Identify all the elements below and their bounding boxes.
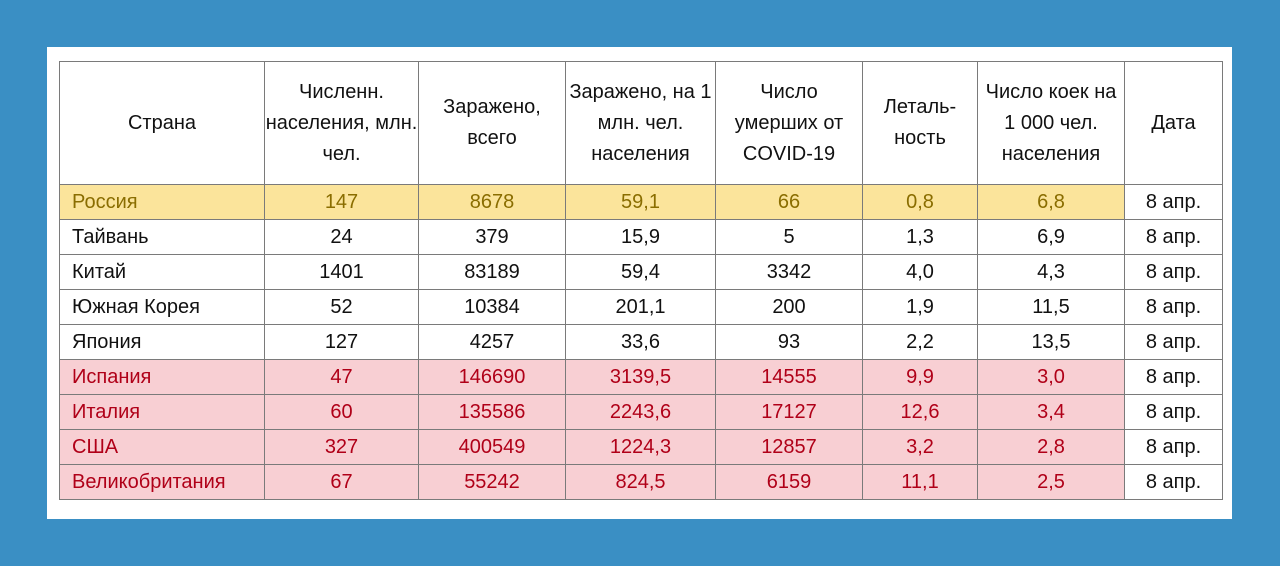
cell-date: 8 апр. (1124, 324, 1223, 360)
cell-lethality: 3,2 (862, 429, 978, 465)
cell-population: 1401 (264, 254, 419, 290)
cell-lethality: 1,9 (862, 289, 978, 325)
table-row: Япония 127 4257 33,6 93 2,2 13,5 8 апр. (59, 324, 1223, 360)
header-country: Страна (59, 61, 265, 185)
cell-lethality: 12,6 (862, 394, 978, 430)
cell-population: 52 (264, 289, 419, 325)
cell-infected-per-million: 59,1 (565, 184, 716, 220)
cell-population: 67 (264, 464, 419, 500)
cell-population: 147 (264, 184, 419, 220)
cell-population: 327 (264, 429, 419, 465)
cell-country: Испания (59, 359, 265, 395)
cell-infected-per-million: 59,4 (565, 254, 716, 290)
table-row: Испания 47 146690 3139,5 14555 9,9 3,0 8… (59, 359, 1223, 395)
cell-country: США (59, 429, 265, 465)
cell-infected-per-million: 2243,6 (565, 394, 716, 430)
header-population: Численн. населения, млн. чел. (264, 61, 419, 185)
cell-infected-total: 55242 (418, 464, 566, 500)
cell-country: Италия (59, 394, 265, 430)
table-row: Южная Корея 52 10384 201,1 200 1,9 11,5 … (59, 289, 1223, 325)
cell-deaths: 14555 (715, 359, 863, 395)
cell-infected-per-million: 1224,3 (565, 429, 716, 465)
cell-beds: 6,9 (977, 219, 1125, 255)
cell-date: 8 апр. (1124, 464, 1223, 500)
cell-beds: 6,8 (977, 184, 1125, 220)
cell-deaths: 5 (715, 219, 863, 255)
cell-date: 8 апр. (1124, 184, 1223, 220)
cell-infected-total: 8678 (418, 184, 566, 220)
cell-infected-total: 146690 (418, 359, 566, 395)
table-row: Россия 147 8678 59,1 66 0,8 6,8 8 апр. (59, 184, 1223, 220)
cell-country: Тайвань (59, 219, 265, 255)
cell-date: 8 апр. (1124, 254, 1223, 290)
cell-population: 60 (264, 394, 419, 430)
header-beds: Число коек на 1 000 чел. населения (977, 61, 1125, 185)
cell-infected-per-million: 15,9 (565, 219, 716, 255)
cell-beds: 13,5 (977, 324, 1125, 360)
cell-deaths: 200 (715, 289, 863, 325)
cell-deaths: 17127 (715, 394, 863, 430)
cell-beds: 2,8 (977, 429, 1125, 465)
table-row: США 327 400549 1224,3 12857 3,2 2,8 8 ап… (59, 429, 1223, 465)
cell-infected-total: 83189 (418, 254, 566, 290)
cell-infected-total: 400549 (418, 429, 566, 465)
header-infected-per-million: Заражено, на 1 млн. чел. населения (565, 61, 716, 185)
cell-date: 8 апр. (1124, 219, 1223, 255)
cell-date: 8 апр. (1124, 359, 1223, 395)
table-header-row: Страна Численн. населения, млн. чел. Зар… (59, 61, 1223, 185)
cell-lethality: 1,3 (862, 219, 978, 255)
cell-deaths: 93 (715, 324, 863, 360)
cell-lethality: 4,0 (862, 254, 978, 290)
header-deaths: Число умерших от COVID-19 (715, 61, 863, 185)
table-row: Италия 60 135586 2243,6 17127 12,6 3,4 8… (59, 394, 1223, 430)
cell-country: Россия (59, 184, 265, 220)
cell-country: Япония (59, 324, 265, 360)
covid-stats-table: Страна Численн. населения, млн. чел. Зар… (59, 61, 1223, 500)
cell-infected-per-million: 33,6 (565, 324, 716, 360)
cell-date: 8 апр. (1124, 429, 1223, 465)
cell-lethality: 11,1 (862, 464, 978, 500)
cell-beds: 3,0 (977, 359, 1125, 395)
cell-beds: 2,5 (977, 464, 1125, 500)
cell-population: 24 (264, 219, 419, 255)
table-row: Китай 1401 83189 59,4 3342 4,0 4,3 8 апр… (59, 254, 1223, 290)
cell-population: 127 (264, 324, 419, 360)
cell-deaths: 12857 (715, 429, 863, 465)
cell-infected-total: 379 (418, 219, 566, 255)
cell-infected-per-million: 201,1 (565, 289, 716, 325)
cell-infected-per-million: 824,5 (565, 464, 716, 500)
cell-infected-total: 4257 (418, 324, 566, 360)
header-lethality: Леталь-ность (862, 61, 978, 185)
cell-population: 47 (264, 359, 419, 395)
cell-infected-total: 135586 (418, 394, 566, 430)
cell-deaths: 3342 (715, 254, 863, 290)
cell-infected-total: 10384 (418, 289, 566, 325)
cell-beds: 11,5 (977, 289, 1125, 325)
cell-beds: 4,3 (977, 254, 1125, 290)
cell-infected-per-million: 3139,5 (565, 359, 716, 395)
table-row: Тайвань 24 379 15,9 5 1,3 6,9 8 апр. (59, 219, 1223, 255)
cell-country: Китай (59, 254, 265, 290)
cell-deaths: 6159 (715, 464, 863, 500)
header-date: Дата (1124, 61, 1223, 185)
cell-lethality: 2,2 (862, 324, 978, 360)
table-row: Великобритания 67 55242 824,5 6159 11,1 … (59, 464, 1223, 500)
table-card: Страна Численн. населения, млн. чел. Зар… (47, 47, 1232, 519)
cell-date: 8 апр. (1124, 394, 1223, 430)
cell-country: Южная Корея (59, 289, 265, 325)
cell-date: 8 апр. (1124, 289, 1223, 325)
cell-lethality: 9,9 (862, 359, 978, 395)
header-infected-total: Заражено, всего (418, 61, 566, 185)
cell-beds: 3,4 (977, 394, 1125, 430)
cell-deaths: 66 (715, 184, 863, 220)
cell-lethality: 0,8 (862, 184, 978, 220)
cell-country: Великобритания (59, 464, 265, 500)
